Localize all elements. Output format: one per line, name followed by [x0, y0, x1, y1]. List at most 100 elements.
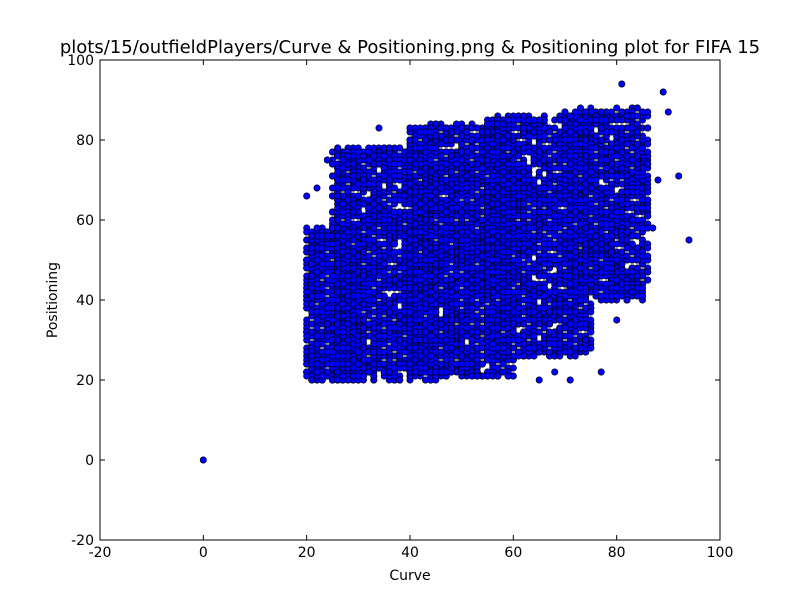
scatter-point	[308, 352, 316, 360]
scatter-point	[406, 308, 414, 316]
scatter-point	[380, 164, 388, 172]
scatter-point	[318, 308, 326, 316]
scatter-point	[334, 336, 342, 344]
scatter-point	[328, 360, 336, 368]
scatter-point	[354, 148, 362, 156]
scatter-point	[375, 312, 383, 320]
scatter-point	[334, 144, 342, 152]
scatter-point	[354, 220, 362, 228]
scatter-point	[370, 372, 378, 380]
scatter-point	[365, 236, 373, 244]
scatter-point	[334, 192, 342, 200]
scatter-point	[385, 156, 393, 164]
scatter-point	[375, 292, 383, 300]
scatter-point	[349, 200, 357, 208]
scatter-point	[303, 288, 311, 296]
scatter-point	[365, 204, 373, 212]
scatter-point	[313, 340, 321, 348]
scatter-point	[328, 348, 336, 356]
scatter-point	[339, 184, 347, 192]
scatter-point	[385, 356, 393, 364]
scatter-point	[318, 260, 326, 268]
scatter-point	[390, 324, 398, 332]
scatter-point	[349, 284, 357, 292]
scatter-point	[390, 196, 398, 204]
scatter-point	[339, 220, 347, 228]
scatter-point	[339, 328, 347, 336]
scatter-point	[370, 160, 378, 168]
scatter-point	[354, 372, 362, 380]
scatter-point	[313, 332, 321, 340]
scatter-point	[344, 360, 352, 368]
data-points	[199, 80, 693, 464]
scatter-point	[339, 344, 347, 352]
scatter-point	[359, 336, 367, 344]
scatter-point	[344, 252, 352, 260]
chart-title: plots/15/outfieldPlayers/Curve & Positio…	[60, 37, 760, 58]
scatter-point	[308, 376, 316, 384]
scatter-point	[339, 164, 347, 172]
scatter-point	[339, 176, 347, 184]
scatter-point	[411, 344, 419, 352]
scatter-point	[390, 364, 398, 372]
scatter-point	[303, 332, 311, 340]
scatter-point	[380, 268, 388, 276]
scatter-point	[339, 352, 347, 360]
scatter-point	[359, 272, 367, 280]
scatter-point	[318, 272, 326, 280]
scatter-point	[370, 212, 378, 220]
scatter-point	[318, 300, 326, 308]
scatter-point	[365, 296, 373, 304]
scatter-point	[313, 316, 321, 324]
scatter-point	[390, 268, 398, 276]
scatter-point	[339, 372, 347, 380]
scatter-point	[303, 228, 311, 236]
scatter-point	[354, 292, 362, 300]
scatter-point	[375, 340, 383, 348]
scatter-point	[344, 152, 352, 160]
scatter-point	[380, 320, 388, 328]
scatter-point	[318, 348, 326, 356]
scatter-point	[370, 360, 378, 368]
scatter-point	[349, 208, 357, 216]
scatter-point	[328, 316, 336, 324]
scatter-point	[349, 172, 357, 180]
scatter-point	[370, 244, 378, 252]
scatter-point	[396, 224, 404, 232]
scatter-point	[334, 244, 342, 252]
scatter-point	[380, 348, 388, 356]
scatter-point	[334, 152, 342, 160]
scatter-point	[452, 120, 460, 128]
scatter-point	[328, 184, 336, 192]
scatter-point	[359, 176, 367, 184]
scatter-point	[375, 196, 383, 204]
scatter-point	[375, 252, 383, 260]
scatter-point	[365, 148, 373, 156]
scatter-point	[328, 296, 336, 304]
scatter-point	[359, 316, 367, 324]
scatter-point	[365, 196, 373, 204]
scatter-point	[370, 348, 378, 356]
scatter-point	[328, 272, 336, 280]
scatter-point	[375, 280, 383, 288]
scatter-point	[354, 348, 362, 356]
scatter-point	[380, 332, 388, 340]
scatter-point	[365, 228, 373, 236]
scatter-point	[313, 280, 321, 288]
scatter-point	[334, 260, 342, 268]
scatter-point	[313, 324, 321, 332]
scatter-point	[390, 208, 398, 216]
scatter-point	[339, 200, 347, 208]
scatter-point	[411, 152, 419, 160]
scatter-point	[370, 324, 378, 332]
scatter-point	[349, 264, 357, 272]
scatter-point	[344, 228, 352, 236]
scatter-point	[375, 180, 383, 188]
scatter-point	[365, 288, 373, 296]
scatter-point	[390, 248, 398, 256]
scatter-point	[385, 144, 393, 152]
scatter-point	[396, 336, 404, 344]
scatter-point	[370, 268, 378, 276]
scatter-point	[385, 256, 393, 264]
scatter-point	[334, 288, 342, 296]
